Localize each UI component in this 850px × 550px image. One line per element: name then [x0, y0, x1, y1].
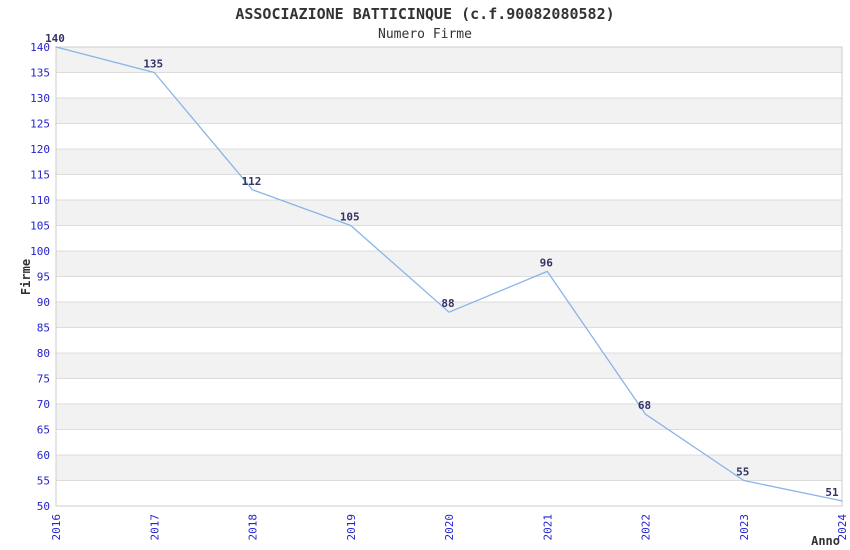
point-label: 51: [825, 486, 839, 499]
plot-band: [56, 149, 842, 175]
plot-band: [56, 404, 842, 430]
y-tick-label: 100: [30, 245, 50, 258]
x-axis-label: Anno: [811, 534, 840, 548]
y-tick-label: 55: [37, 475, 50, 488]
point-label: 140: [45, 32, 65, 45]
plot-band: [56, 200, 842, 226]
y-axis-tick-labels: 50 55 60 65 70 75 80 85 90 95 100 105 110 115 120 125 13…: [30, 41, 50, 513]
x-tick-label: 2023: [738, 514, 751, 541]
y-tick-label: 130: [30, 92, 50, 105]
y-tick-label: 60: [37, 449, 50, 462]
y-tick-label: 90: [37, 296, 50, 309]
x-tick-label: 2022: [640, 514, 653, 541]
y-axis-label: Firme: [19, 259, 33, 295]
x-axis-tick-labels: 2016 2017 2018 2019 2020 2021 2022 2023 2024: [50, 514, 849, 541]
point-label: 112: [242, 175, 262, 188]
point-label: 105: [340, 211, 360, 224]
grid-lines: [56, 72, 842, 481]
y-tick-label: 140: [30, 41, 50, 54]
x-tick-label: 2019: [345, 514, 358, 541]
point-label: 88: [441, 297, 454, 310]
x-tick-label: 2018: [247, 514, 260, 541]
x-tick-label: 2017: [148, 514, 161, 541]
plot-band: [56, 455, 842, 481]
y-tick-label: 115: [30, 169, 50, 182]
y-tick-label: 50: [37, 500, 50, 513]
point-label: 135: [143, 58, 163, 71]
plot-band: [56, 251, 842, 277]
plot-band: [56, 302, 842, 328]
plot-band: [56, 353, 842, 379]
x-tick-label: 2020: [443, 514, 456, 541]
x-tick-label: 2021: [541, 514, 554, 541]
y-tick-label: 95: [37, 271, 50, 284]
series-polyline: [55, 46, 843, 502]
y-tick-label: 85: [37, 322, 50, 335]
plot-border: [55, 46, 843, 507]
plot-band: [56, 47, 842, 73]
chart-title: ASSOCIAZIONE BATTICINQUE (c.f.9008208058…: [235, 5, 614, 23]
y-tick-label: 125: [30, 118, 50, 131]
point-label: 68: [638, 399, 651, 412]
plot-band: [56, 98, 842, 124]
series-line: [55, 46, 843, 502]
y-tick-label: 65: [37, 424, 50, 437]
y-tick-label: 80: [37, 347, 50, 360]
point-label: 55: [736, 466, 749, 479]
y-tick-label: 135: [30, 67, 50, 80]
y-tick-label: 105: [30, 220, 50, 233]
x-tick-label: 2024: [836, 514, 849, 541]
x-tick-label: 2016: [50, 514, 63, 541]
point-labels: 140 135 112 105 88 96 68 55 51: [45, 32, 839, 499]
y-tick-label: 70: [37, 398, 50, 411]
plot-bands: [56, 47, 842, 481]
chart-subtitle: Numero Firme: [378, 27, 472, 42]
point-label: 96: [540, 256, 554, 269]
y-tick-label: 75: [37, 373, 50, 386]
y-tick-label: 120: [30, 143, 50, 156]
y-tick-label: 110: [30, 194, 50, 207]
